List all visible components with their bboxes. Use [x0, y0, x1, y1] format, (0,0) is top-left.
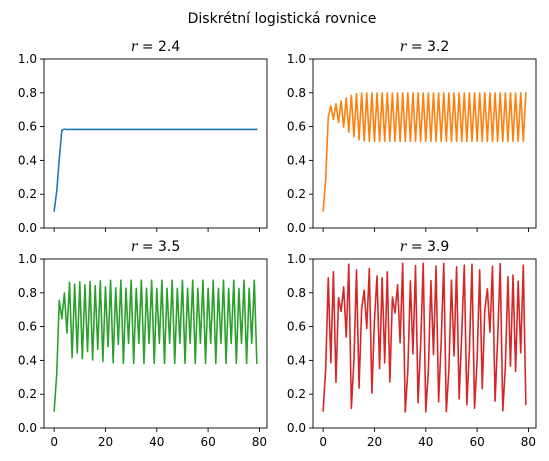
axes-frame — [43, 258, 268, 429]
panel-4: 0.0 0.2 0.4 0.6 0.8 1.0 0 20 40 60 80 r = 3.9 — [287, 239, 537, 449]
series-line-1 — [53, 128, 258, 212]
y-tick-label: 0.2 — [287, 387, 306, 401]
panel-title: r = 3.5 — [131, 239, 181, 255]
y-tick-label: 0.8 — [287, 86, 306, 100]
axes-frame — [312, 58, 537, 229]
axes-frame — [43, 58, 268, 229]
y-tick-label: 0.0 — [287, 221, 306, 235]
panel-title: r = 3.9 — [400, 239, 450, 255]
axes-frame — [312, 258, 537, 429]
y-tick-label: 0.8 — [18, 286, 37, 300]
panel-title: r = 2.4 — [131, 39, 181, 55]
y-tick-label: 0.6 — [18, 320, 37, 334]
x-tick-label: 60 — [469, 435, 484, 449]
y-tick-label: 0.4 — [18, 153, 37, 167]
panel-2: 0.0 0.2 0.4 0.6 0.8 1.0 r = 3.2 — [287, 39, 537, 235]
panel-1: 0.0 0.2 0.4 0.6 0.8 1.0 r = 2.4 — [18, 39, 268, 235]
y-tick-label: 0.0 — [287, 421, 306, 435]
y-tick-label: 0.4 — [287, 153, 306, 167]
panel-3: 0.0 0.2 0.4 0.6 0.8 1.0 0 20 40 60 80 r = 3.5 — [18, 239, 268, 449]
y-tick-label: 0.2 — [18, 187, 37, 201]
x-tick-label: 0 — [319, 435, 327, 449]
series-line-3 — [53, 279, 258, 412]
y-tick-label: 1.0 — [287, 252, 306, 266]
figure-suptitle: Diskrétní logistická rovnice — [188, 11, 377, 27]
y-tick-label: 0.4 — [18, 353, 37, 367]
y-tick-label: 0.0 — [18, 421, 37, 435]
x-tick-label: 20 — [98, 435, 113, 449]
y-tick-label: 0.4 — [287, 353, 306, 367]
x-tick-label: 80 — [521, 435, 536, 449]
x-tick-label: 0 — [50, 435, 58, 449]
panel-title: r = 3.2 — [400, 39, 450, 55]
y-tick-label: 0.6 — [18, 120, 37, 134]
y-tick-label: 1.0 — [287, 52, 306, 66]
x-tick-label: 20 — [367, 435, 382, 449]
series-line-2 — [322, 92, 527, 212]
y-tick-label: 0.6 — [287, 120, 306, 134]
y-tick-label: 0.8 — [287, 286, 306, 300]
x-tick-label: 80 — [252, 435, 267, 449]
y-tick-label: 0.2 — [287, 187, 306, 201]
x-tick-label: 60 — [200, 435, 215, 449]
y-tick-label: 1.0 — [18, 252, 37, 266]
x-tick-label: 40 — [149, 435, 164, 449]
x-tick-label: 40 — [418, 435, 433, 449]
y-tick-label: 0.2 — [18, 387, 37, 401]
y-tick-label: 1.0 — [18, 52, 37, 66]
y-tick-label: 0.8 — [18, 86, 37, 100]
y-tick-label: 0.0 — [18, 221, 37, 235]
series-line-4 — [322, 262, 527, 413]
y-tick-label: 0.6 — [287, 320, 306, 334]
